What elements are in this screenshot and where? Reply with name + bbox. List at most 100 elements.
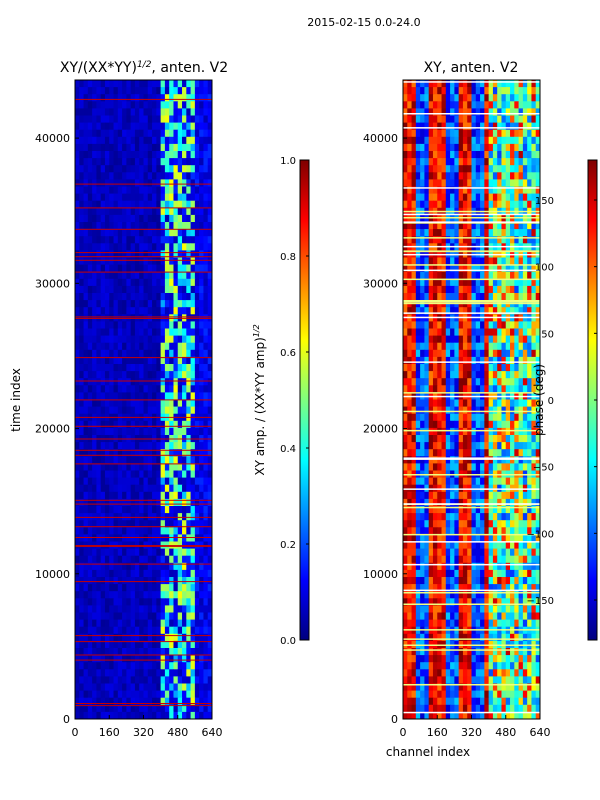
heatmap-cell	[207, 527, 213, 535]
heatmap-cell	[488, 456, 494, 464]
heatmap-cell	[194, 328, 200, 337]
heatmap-cell	[177, 285, 183, 294]
heatmap-cell	[437, 80, 443, 88]
heatmap-cell	[156, 662, 162, 670]
heatmap-cell	[407, 87, 413, 95]
heatmap-cell	[518, 122, 524, 131]
heatmap-cell	[100, 200, 106, 209]
heatmap-cell	[92, 229, 97, 237]
heatmap-cell	[505, 371, 511, 379]
heatmap-cell	[147, 222, 153, 230]
heatmap-cell	[441, 143, 447, 152]
heatmap-cell	[480, 342, 485, 351]
heatmap-cell	[122, 548, 127, 557]
heatmap-cell	[522, 378, 528, 386]
heatmap-cell	[177, 293, 183, 301]
heatmap-cell	[152, 690, 157, 699]
heatmap-cell	[160, 399, 166, 408]
heatmap-cell	[527, 413, 532, 422]
heatmap-cell	[143, 129, 149, 138]
heatmap-cell	[186, 506, 192, 514]
heatmap-row	[75, 555, 213, 564]
heatmap-cell	[130, 108, 136, 116]
heatmap-cell	[424, 186, 430, 195]
heatmap-cell	[104, 385, 110, 393]
heatmap-cell	[156, 527, 162, 535]
heatmap-cell	[113, 598, 119, 606]
heatmap-cell	[109, 349, 115, 358]
heatmap-cell	[147, 87, 153, 95]
heatmap-cell	[147, 420, 153, 429]
heatmap-cell	[471, 356, 477, 365]
heatmap-cell	[100, 669, 106, 677]
heatmap-cell	[445, 406, 451, 415]
heatmap-cell	[100, 683, 106, 692]
heatmap-cell	[458, 293, 464, 301]
heatmap-cell	[411, 115, 417, 124]
heatmap-cell	[484, 477, 490, 486]
flag-line	[75, 256, 212, 258]
heatmap-cell	[420, 236, 425, 244]
heatmap-cell	[156, 690, 162, 699]
heatmap-cell	[199, 697, 204, 706]
heatmap-cell	[488, 101, 494, 109]
heatmap-cell	[134, 378, 140, 386]
heatmap-cell	[420, 165, 425, 173]
heatmap-cell	[497, 349, 502, 358]
heatmap-cell	[122, 470, 127, 479]
heatmap-cell	[480, 158, 485, 166]
heatmap-cell	[104, 108, 110, 116]
heatmap-cell	[160, 115, 166, 124]
heatmap-cell	[458, 122, 464, 131]
heatmap-cell	[535, 371, 541, 379]
heatmap-cell	[420, 229, 425, 237]
heatmap-cell	[104, 378, 110, 386]
heatmap-cell	[454, 456, 460, 464]
heatmap-cell	[113, 520, 119, 528]
heatmap-cell	[109, 506, 115, 514]
heatmap-row	[403, 371, 541, 379]
heatmap-cell	[87, 498, 93, 507]
heatmap-cell	[87, 342, 93, 351]
heatmap-cell	[87, 193, 93, 202]
heatmap-cell	[152, 406, 157, 415]
heatmap-cell	[445, 151, 451, 159]
heatmap-cell	[160, 129, 166, 138]
heatmap-cell	[492, 335, 498, 344]
heatmap-cell	[109, 328, 115, 337]
heatmap-cell	[518, 371, 524, 379]
heatmap-cell	[156, 406, 162, 415]
heatmap-cell	[169, 151, 174, 159]
heatmap-cell	[173, 158, 179, 166]
heatmap-cell	[177, 513, 183, 521]
heatmap-cell	[130, 264, 136, 273]
heatmap-cell	[152, 80, 157, 88]
heatmap-cell	[420, 435, 425, 443]
heatmap-cell	[501, 427, 507, 436]
heatmap-cell	[471, 80, 477, 88]
heatmap-cell	[432, 151, 438, 159]
heatmap-cell	[471, 378, 477, 386]
heatmap-cell	[122, 129, 127, 138]
heatmap-cell	[147, 94, 153, 102]
heatmap-cell	[113, 648, 119, 656]
heatmap-cell	[130, 222, 136, 230]
heatmap-cell	[475, 456, 481, 464]
heatmap-cell	[75, 442, 80, 450]
heatmap-cell	[104, 662, 110, 670]
heatmap-cell	[83, 378, 89, 386]
heatmap-cell	[424, 420, 430, 429]
heatmap-cell	[207, 548, 213, 557]
heatmap-cell	[535, 236, 541, 244]
heatmap-cell	[173, 94, 179, 102]
heatmap-cell	[130, 321, 136, 329]
heatmap-cell	[156, 506, 162, 514]
colorbar-tick-label: 0.0	[280, 636, 296, 647]
heatmap-cell	[156, 87, 162, 95]
heatmap-cell	[501, 193, 507, 202]
heatmap-cell	[134, 612, 140, 621]
heatmap-cell	[169, 527, 174, 535]
heatmap-row	[75, 335, 213, 344]
heatmap-cell	[484, 442, 490, 450]
heatmap-cell	[122, 200, 127, 209]
